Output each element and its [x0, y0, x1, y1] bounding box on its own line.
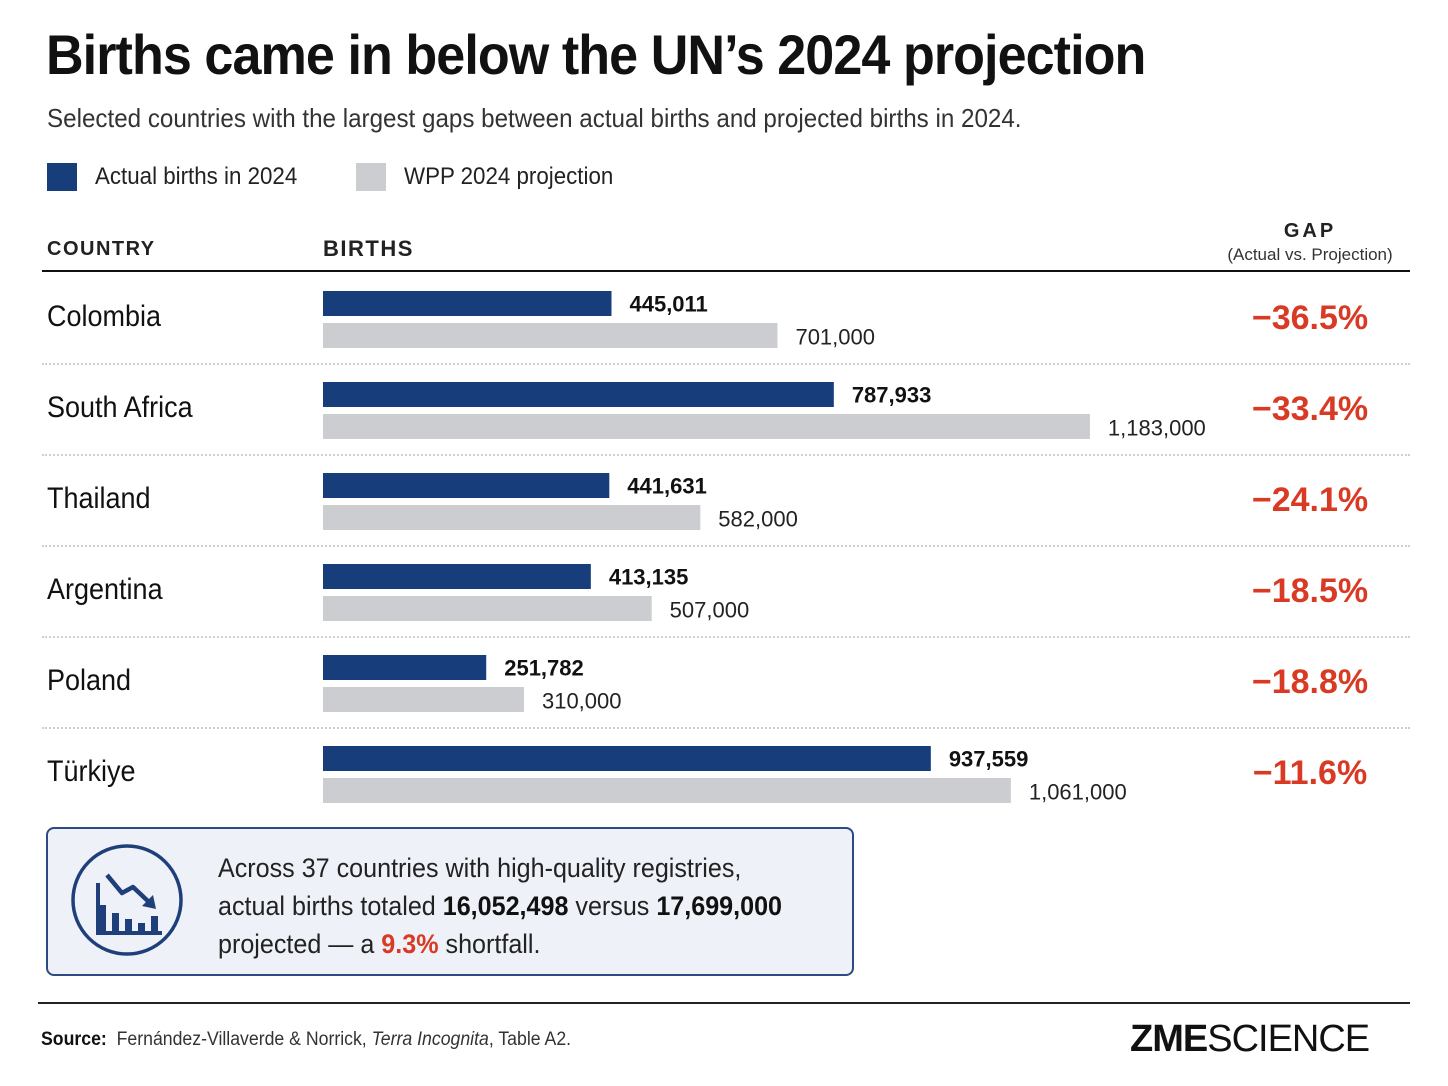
- callout-shortfall-percent: 9.3%: [381, 929, 439, 959]
- data-label-projection-6: 1,061,000: [1029, 780, 1127, 805]
- bar-projection-3: [323, 505, 701, 530]
- country-label-4: Argentina: [47, 573, 163, 606]
- legend-swatch-actual: [47, 163, 77, 191]
- header-rule: [42, 270, 1410, 272]
- callout-line-2-prefix: actual births totaled: [218, 891, 443, 921]
- legend-label-actual: Actual births in 2024: [95, 163, 298, 190]
- callout-actual-total: 16,052,498: [442, 891, 569, 921]
- data-label-actual-4: 413,135: [609, 565, 689, 590]
- gap-value-4: −18.5%: [1251, 572, 1369, 610]
- country-label-6: Türkiye: [47, 755, 136, 788]
- callout-line-3-suffix: shortfall.: [438, 929, 541, 959]
- data-label-projection-4: 507,000: [670, 598, 750, 623]
- column-header-gap-subtitle: (Actual vs. Projection): [1227, 245, 1393, 264]
- chart-subtitle: Selected countries with the largest gaps…: [47, 103, 1022, 133]
- row-separator: [42, 545, 1410, 547]
- legend-item-projection: WPP 2024 projection: [356, 163, 629, 191]
- legend-item-actual: Actual births in 2024: [47, 163, 312, 191]
- column-header-births: BIRTHS: [323, 236, 414, 261]
- bar-projection-1: [323, 323, 778, 348]
- bar-projection-6: [323, 778, 1011, 803]
- zme-science-logo: ZMESCIENCE: [1130, 1018, 1370, 1061]
- callout-text: Across 37 countries with high-quality re…: [218, 849, 795, 963]
- bar-projection-4: [323, 596, 652, 621]
- bar-actual-3: [323, 473, 610, 498]
- country-label-2: South Africa: [47, 391, 193, 424]
- chart-title: Births came in below the UN’s 2024 proje…: [46, 23, 1146, 86]
- gap-value-2: −33.4%: [1251, 390, 1369, 428]
- declining-bar-chart-icon: [71, 844, 183, 956]
- country-label-3: Thailand: [47, 482, 151, 515]
- gap-value-5: −18.8%: [1251, 663, 1369, 701]
- callout-line-3-prefix: projected — a: [218, 929, 382, 959]
- column-header-gap: GAP: [1283, 220, 1337, 242]
- country-label-1: Colombia: [47, 300, 162, 333]
- source-work: Terra Incognita: [371, 1029, 489, 1050]
- row-separator: [42, 636, 1410, 638]
- bar-actual-2: [323, 382, 834, 407]
- callout-line-2: actual births totaled 16,052,498 versus …: [218, 887, 795, 925]
- legend: Actual births in 2024 WPP 2024 projectio…: [47, 162, 674, 192]
- callout-line-1: Across 37 countries with high-quality re…: [218, 853, 742, 883]
- callout-projected-total: 17,699,000: [656, 891, 783, 921]
- source-note: Source: Fernández-Villaverde & Norrick, …: [41, 1029, 571, 1051]
- data-label-actual-1: 445,011: [629, 292, 707, 317]
- bar-actual-5: [323, 655, 487, 680]
- callout-line-3: projected — a 9.3% shortfall.: [218, 925, 795, 963]
- bar-projection-2: [323, 414, 1090, 439]
- data-label-actual-2: 787,933: [852, 383, 932, 408]
- column-header-country: COUNTRY: [47, 238, 156, 260]
- data-label-projection-3: 582,000: [718, 507, 798, 532]
- gap-value-3: −24.1%: [1251, 481, 1369, 519]
- bar-projection-5: [323, 687, 524, 712]
- data-label-actual-3: 441,631: [627, 474, 707, 499]
- bar-actual-4: [323, 564, 591, 589]
- source-label: Source:: [41, 1029, 107, 1050]
- data-label-projection-5: 310,000: [542, 689, 622, 714]
- data-label-actual-5: 251,782: [504, 656, 584, 681]
- data-label-projection-2: 1,183,000: [1108, 416, 1206, 441]
- source-authors: Fernández-Villaverde & Norrick,: [116, 1029, 372, 1050]
- gap-value-6: −11.6%: [1252, 754, 1368, 792]
- source-rest: , Table A2.: [488, 1029, 572, 1050]
- data-label-actual-6: 937,559: [949, 747, 1029, 772]
- row-separator: [42, 727, 1410, 729]
- summary-callout: Across 37 countries with high-quality re…: [46, 827, 854, 976]
- bar-actual-1: [323, 291, 612, 316]
- logo-science: SCIENCE: [1207, 1018, 1370, 1060]
- footer-rule: [38, 1002, 1410, 1004]
- bar-actual-6: [323, 746, 931, 771]
- legend-swatch-projection: [356, 163, 387, 191]
- country-label-5: Poland: [47, 664, 132, 697]
- row-separator: [42, 454, 1410, 456]
- logo-zme: ZME: [1130, 1018, 1208, 1060]
- data-label-projection-1: 701,000: [795, 325, 875, 350]
- row-separator: [42, 363, 1410, 365]
- gap-value-1: −36.5%: [1251, 299, 1369, 337]
- legend-label-projection: WPP 2024 projection: [404, 163, 614, 190]
- callout-line-2-mid: versus: [568, 891, 657, 921]
